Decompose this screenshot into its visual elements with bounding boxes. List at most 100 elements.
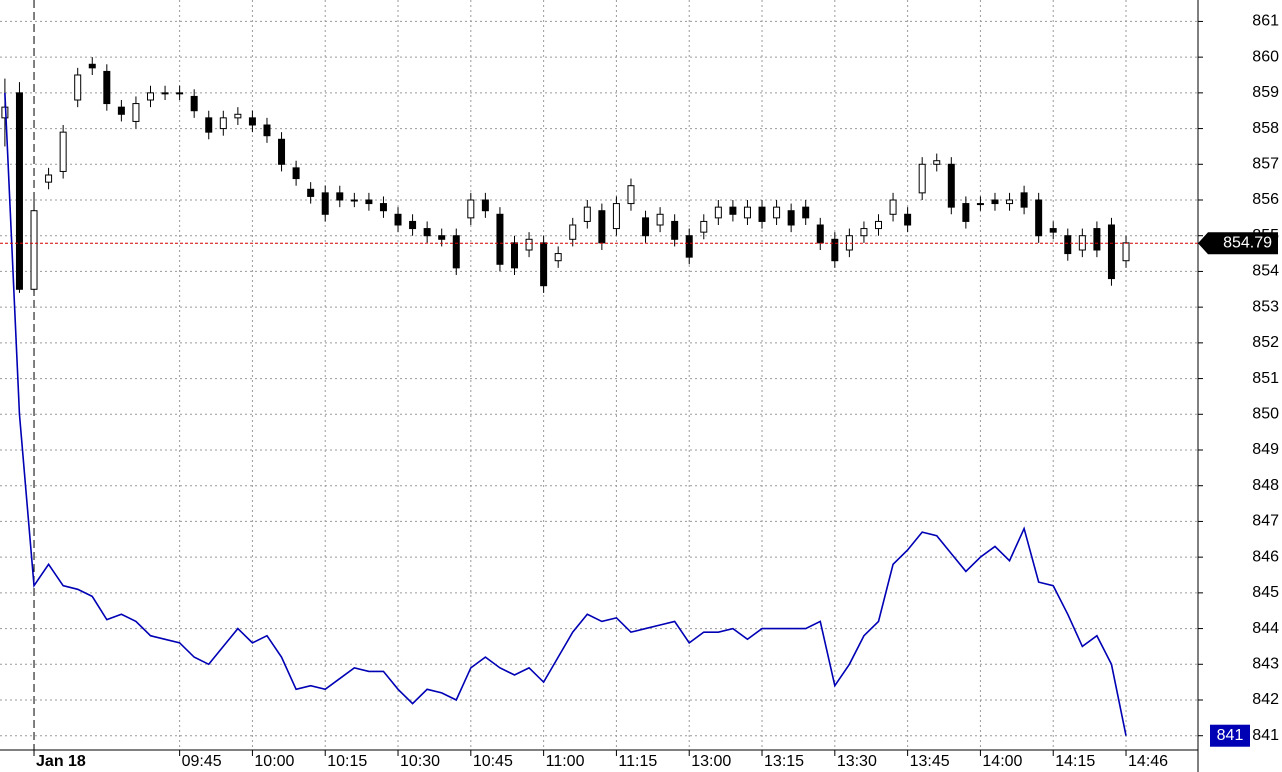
candle-body [176, 92, 184, 95]
candle-body [481, 199, 489, 212]
price-marker-box [1198, 232, 1278, 255]
candle-body [30, 210, 38, 290]
candle-body [1064, 235, 1072, 255]
candle-body [234, 113, 242, 119]
candle-body [918, 163, 926, 194]
x-tick-label: 14:00 [982, 753, 1022, 770]
candle-body [831, 238, 839, 262]
candle-body [947, 163, 955, 208]
candle-body [642, 217, 650, 237]
line-marker-box [1210, 724, 1250, 747]
candle-body [1035, 199, 1043, 237]
x-tick-label: 13:30 [837, 753, 877, 770]
candle-body [1006, 199, 1014, 205]
candle-body [1093, 228, 1101, 251]
y-tick-label: 849 [1252, 441, 1279, 458]
candle-body [132, 103, 140, 122]
candle-body [743, 206, 751, 219]
candle-body [365, 199, 373, 205]
candle-body [307, 188, 315, 197]
candle-body [860, 228, 868, 237]
x-tick-label: 10:45 [473, 753, 513, 770]
candle-body [554, 253, 562, 262]
y-tick-label: 841 [1252, 727, 1279, 744]
y-tick-label: 851 [1252, 370, 1279, 387]
y-tick-label: 847 [1252, 513, 1279, 530]
y-tick-label: 860 [1252, 48, 1279, 65]
candle-body [627, 185, 635, 205]
candle-body [467, 199, 475, 219]
candle-body [700, 220, 708, 233]
x-tick-label: 13:00 [691, 753, 731, 770]
x-tick-label: 11:15 [618, 753, 657, 770]
candle-body [1049, 228, 1057, 233]
candle-body [496, 213, 504, 265]
candle-body [394, 213, 402, 226]
candle-body [685, 235, 693, 258]
candle-body [511, 242, 518, 269]
y-tick-label: 853 [1252, 298, 1279, 315]
candle-body [1020, 192, 1028, 208]
x-tick-label: 14:15 [1055, 753, 1095, 770]
y-tick-label: 861 [1252, 13, 1279, 30]
x-tick-label: 13:45 [910, 753, 950, 770]
candle-body [933, 160, 941, 165]
line-series [4, 92, 1127, 736]
candle-body [816, 224, 824, 244]
y-tick-label: 848 [1252, 477, 1279, 494]
candle-body [889, 199, 897, 215]
candle-body [787, 210, 795, 226]
x-tick-label: 13:15 [764, 753, 804, 770]
candle-body [350, 199, 358, 202]
x-tick-label: Jan 18 [36, 753, 86, 770]
line-marker-label: 841 [1217, 727, 1244, 744]
candle-body [656, 213, 664, 226]
candle-body [190, 95, 198, 112]
candle-body [1122, 242, 1130, 262]
x-tick-label: 10:30 [400, 753, 440, 770]
candle-body [423, 228, 431, 237]
y-tick-label: 854 [1252, 263, 1279, 280]
candle-body [1107, 224, 1115, 280]
candle-body [525, 238, 533, 251]
candle-body [117, 106, 125, 115]
candle-body [74, 74, 82, 101]
candle-body [875, 220, 882, 230]
candle-body [263, 124, 271, 137]
candle-body [540, 242, 548, 287]
candle-body [991, 199, 999, 205]
candle-body [219, 117, 227, 130]
price-marker-label: 854.79 [1223, 234, 1272, 251]
candle-body [729, 206, 737, 215]
candle-body [671, 220, 679, 240]
candle-body [904, 213, 912, 226]
y-tick-label: 843 [1252, 656, 1279, 673]
x-tick-label: 10:15 [327, 753, 367, 770]
candle-body [583, 206, 591, 222]
y-tick-label: 859 [1252, 84, 1279, 101]
y-tick-label: 856 [1252, 191, 1279, 208]
candle-body [962, 203, 970, 222]
y-tick-label: 857 [1252, 156, 1279, 173]
candle-body [758, 206, 766, 222]
candle-body [103, 70, 111, 105]
candle-body [802, 206, 810, 219]
candle-body [773, 206, 781, 219]
candle-body [45, 174, 53, 183]
candle-body [438, 235, 446, 240]
y-tick-label: 852 [1252, 334, 1279, 351]
candle-body [248, 117, 256, 126]
y-tick-label: 850 [1252, 406, 1279, 423]
candle-body [292, 167, 300, 180]
x-tick-label: 10:00 [254, 753, 294, 770]
candle-body [15, 92, 23, 290]
candle-body [379, 203, 387, 212]
candle-body [205, 117, 213, 133]
candle-body [88, 63, 96, 69]
y-tick-label: 842 [1252, 691, 1279, 708]
candle-body [409, 220, 417, 230]
y-tick-label: 858 [1252, 120, 1279, 137]
candle-body [59, 131, 67, 172]
candle-body [714, 206, 722, 219]
